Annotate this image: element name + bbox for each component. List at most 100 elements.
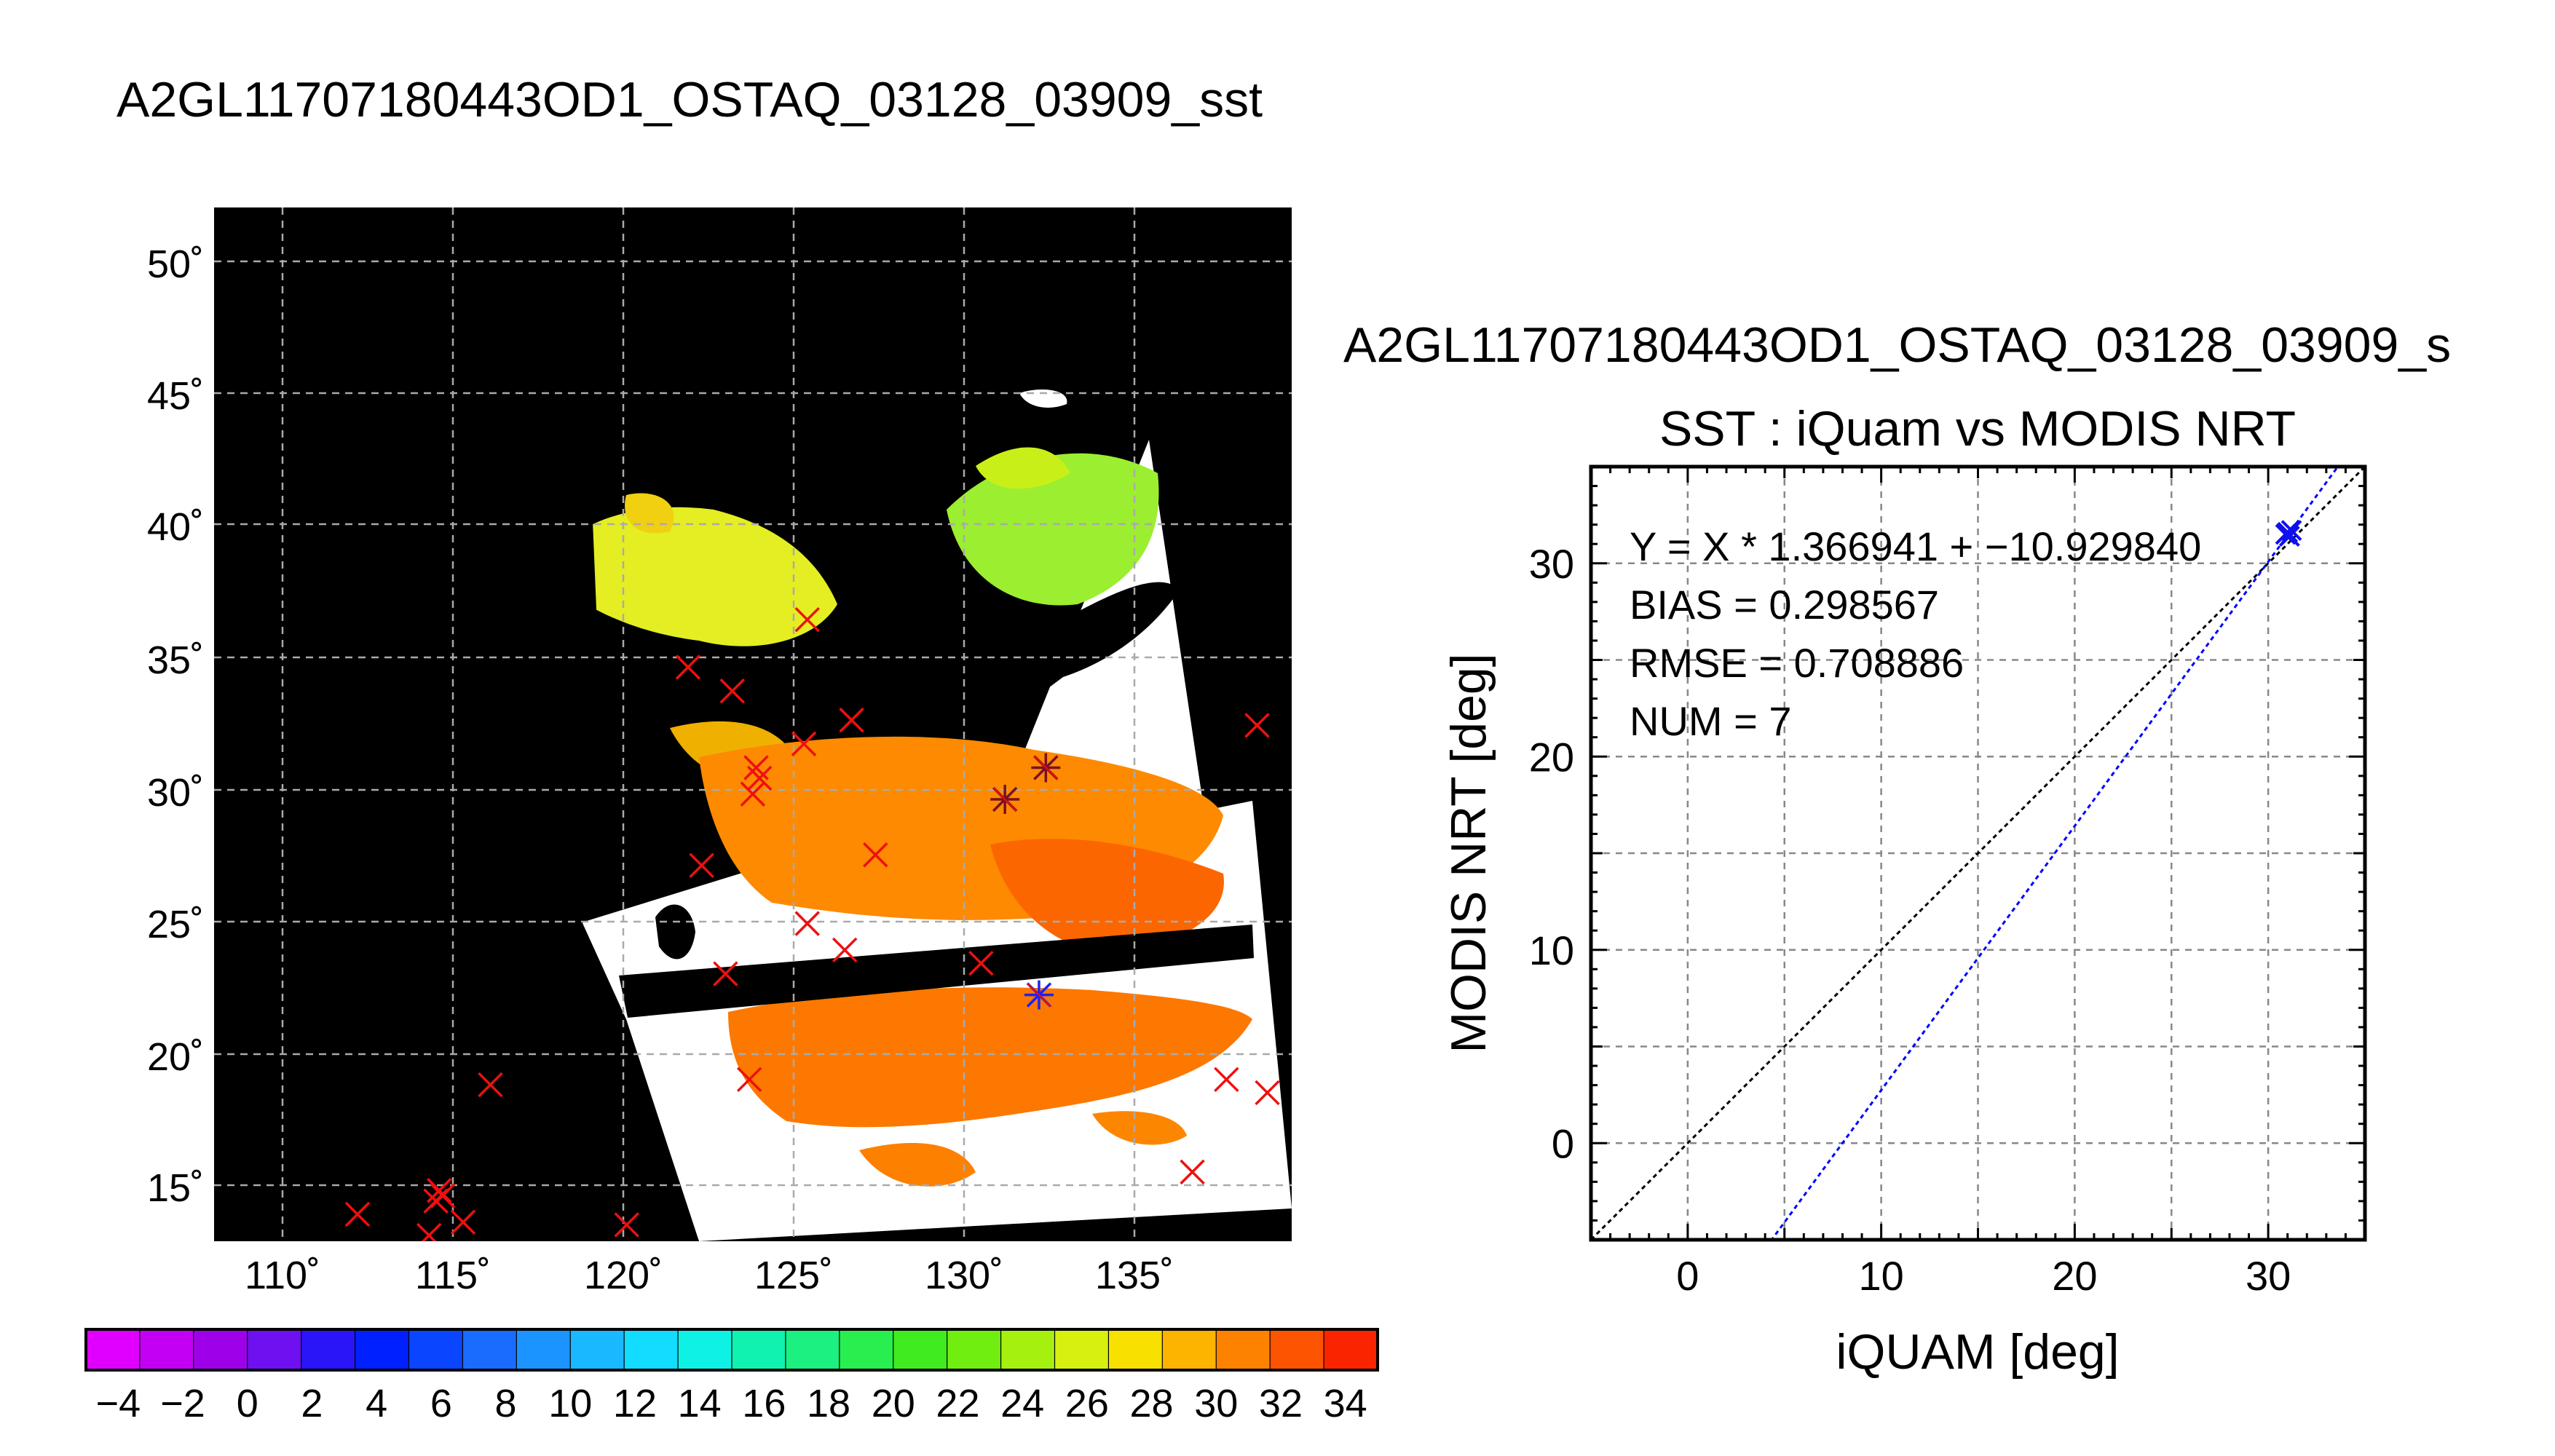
y-tick-label: 0	[1552, 1120, 1574, 1166]
land-shandong	[626, 644, 743, 690]
lon-label: 135˚	[1095, 1254, 1174, 1297]
map-panel: 50˚ 45˚ 40˚ 35˚ 30˚ 25˚ 20˚ 15˚ 110˚ 115…	[147, 207, 1292, 1297]
colorbar-label: −4	[96, 1382, 141, 1425]
colorbar-label: 32	[1259, 1382, 1303, 1425]
colorbar-cell	[408, 1329, 464, 1370]
colorbar-cell	[355, 1329, 410, 1370]
lat-label: 20˚	[147, 1035, 204, 1079]
colorbar-label: 6	[430, 1382, 452, 1425]
lat-label: 35˚	[147, 638, 204, 682]
lon-label: 115˚	[415, 1254, 491, 1297]
colorbar-cell	[247, 1329, 302, 1370]
colorbar-label: 8	[495, 1382, 517, 1425]
match-marker	[713, 961, 738, 986]
lon-label: 110˚	[245, 1254, 320, 1297]
y-tick-label: 20	[1529, 734, 1574, 780]
lon-labels: 110˚ 115˚ 120˚ 125˚ 130˚ 135˚	[245, 1254, 1174, 1297]
sst-japan-sea-north	[976, 447, 1070, 489]
land-taiwan	[655, 904, 695, 960]
x-tick-label: 30	[2246, 1253, 2291, 1299]
x-tick-label: 10	[1858, 1253, 1903, 1299]
map-markers	[344, 606, 1280, 1241]
lat-label: 25˚	[147, 903, 204, 946]
colorbar-cell	[1054, 1329, 1110, 1370]
match-marker	[1255, 1080, 1280, 1106]
colorbar-label: 16	[742, 1382, 786, 1425]
data-points	[2275, 520, 2302, 547]
colorbar-label: 22	[936, 1382, 979, 1425]
colorbar-label: 12	[613, 1382, 657, 1425]
stats-bias: BIAS = 0.298567	[1630, 582, 1939, 628]
colorbar-label: 24	[1000, 1382, 1044, 1425]
match-marker	[746, 765, 773, 791]
colorbar-cell	[1216, 1329, 1271, 1370]
x-axis-label: iQUAM [deg]	[1836, 1324, 2119, 1380]
colorbar-label: 20	[872, 1382, 915, 1425]
colorbar-cell	[947, 1329, 1002, 1370]
match-marker	[736, 1067, 762, 1093]
sst-philippine-sea	[728, 987, 1252, 1128]
lat-label: 15˚	[147, 1166, 204, 1210]
colorbar-labels: −4 −2 0 2 4 6 8 10 12 14 16 18 20 22 24 26 28 30 32 34	[96, 1382, 1367, 1425]
stats-num: NUM = 7	[1630, 698, 1792, 744]
land-korea	[837, 542, 941, 678]
one-to-one-line	[1591, 467, 2365, 1240]
x-tick-label: 20	[2052, 1253, 2097, 1299]
colorbar-label: 2	[301, 1382, 323, 1425]
colorbar-cell	[785, 1329, 840, 1370]
lon-label: 120˚	[584, 1254, 663, 1297]
colorbar-cell	[516, 1329, 571, 1370]
lat-label: 30˚	[147, 771, 204, 815]
match-marker	[863, 842, 888, 868]
colorbar-label: 28	[1130, 1382, 1174, 1425]
colorbar-cell	[678, 1329, 732, 1370]
lat-label: 50˚	[147, 242, 204, 286]
match-marker	[740, 781, 766, 807]
land-kyushu	[961, 705, 1019, 738]
colorbar-cell	[301, 1329, 356, 1370]
tick-labels: 0 10 20 30 0 10 20 30	[1529, 541, 2291, 1299]
y-tick-label: 30	[1529, 541, 1574, 587]
sst-patch-east	[1092, 1111, 1187, 1145]
colorbar: −4 −2 0 2 4 6 8 10 12 14 16 18 20 22 24 26 28 30 32 34	[84, 1328, 1379, 1425]
match-marker	[791, 731, 817, 757]
colorbar-label: 10	[548, 1382, 592, 1425]
match-marker	[344, 1201, 371, 1227]
colorbar-cell	[1162, 1329, 1217, 1370]
colorbar-cell	[1270, 1329, 1324, 1370]
colorbar-cells	[86, 1329, 1378, 1370]
colorbar-cell	[1108, 1329, 1163, 1370]
orbit-gap	[619, 925, 1254, 1018]
land-mainland	[214, 207, 699, 1241]
colorbar-cell	[1324, 1329, 1378, 1370]
colorbar-cell	[1000, 1329, 1056, 1370]
match-marker	[719, 678, 745, 704]
land-japan	[968, 582, 1180, 728]
colorbar-cell	[462, 1329, 517, 1370]
match-marker	[794, 911, 820, 936]
star-marker	[1024, 980, 1054, 1010]
regression-lines	[1591, 467, 2365, 1240]
colorbar-cell	[86, 1329, 141, 1370]
colorbar-cell	[839, 1329, 894, 1370]
data-point	[2275, 523, 2297, 545]
colorbar-cell	[193, 1329, 248, 1370]
y-axis-label: MODIS NRT [deg]	[1441, 653, 1496, 1053]
match-marker	[450, 1209, 476, 1235]
match-marker	[478, 1072, 503, 1098]
map-grid	[214, 207, 1292, 1241]
sst-japan-sea	[947, 453, 1159, 606]
stats-rmse: RMSE = 0.708886	[1630, 640, 1964, 686]
match-marker	[614, 1212, 639, 1238]
stats-equation: Y = X * 1.366941 + −10.929840	[1630, 523, 2201, 569]
match-marker	[794, 606, 820, 633]
regression-line	[1770, 467, 2339, 1240]
match-marker	[423, 1188, 449, 1214]
match-marker	[1214, 1067, 1239, 1093]
y-tick-label: 10	[1529, 927, 1574, 973]
plot-grid	[1591, 467, 2365, 1240]
scatter-panel: 0 10 20 30 0 10 20 30 Y = X * 1.366941 + −10.92…	[1441, 464, 2367, 1380]
star-marker	[1031, 753, 1061, 783]
sst-luzon-strait	[859, 1143, 976, 1187]
colorbar-label: 30	[1194, 1382, 1238, 1425]
